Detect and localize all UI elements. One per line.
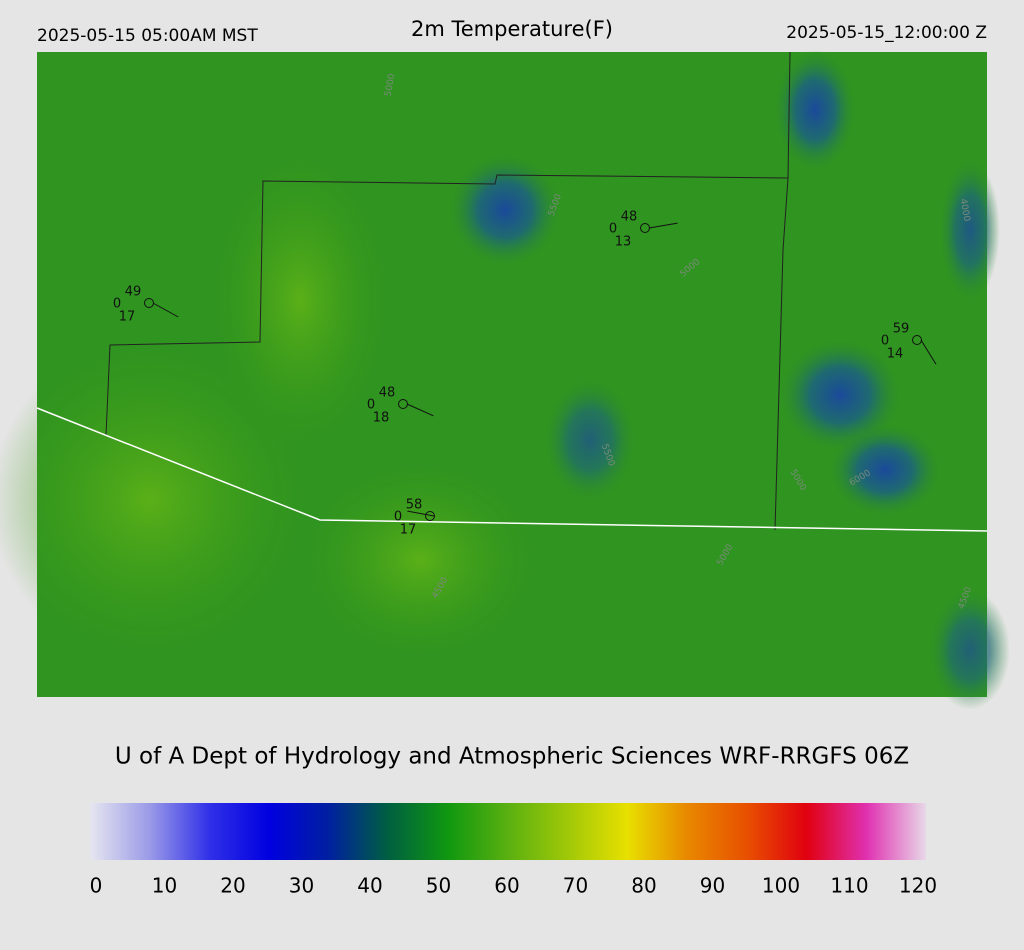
- cloud-cover: 0: [881, 334, 889, 349]
- warm-area: [210, 150, 390, 450]
- warm-area: [0, 340, 310, 660]
- dewpoint: 18: [373, 411, 390, 426]
- cloud-cover: 0: [394, 510, 402, 525]
- colorbar-tick-label: 60: [494, 874, 519, 898]
- cold-area: [940, 160, 1000, 300]
- dewpoint: 14: [887, 347, 904, 362]
- cold-area: [545, 380, 635, 500]
- temperature: 59: [893, 322, 910, 337]
- county-border: [774, 177, 789, 531]
- colorbar-tick-label: 30: [289, 874, 314, 898]
- dewpoint: 17: [119, 310, 136, 325]
- map-title: 2m Temperature(F): [411, 17, 613, 41]
- dewpoint: 13: [615, 235, 632, 250]
- colorbar-tick-label: 40: [357, 874, 382, 898]
- wind-barb: [152, 302, 179, 318]
- colorbar-tick-label: 100: [762, 874, 800, 898]
- colorbar-tick-label: 80: [631, 874, 656, 898]
- map-area: [0, 50, 1010, 710]
- wind-barb: [920, 339, 937, 365]
- contour-label: 5000: [384, 73, 398, 98]
- footer-credit: U of A Dept of Hydrology and Atmospheric…: [115, 744, 909, 770]
- station-circle: [425, 511, 435, 521]
- dewpoint: 17: [400, 523, 417, 538]
- wind-barb: [406, 403, 434, 417]
- cold-area: [830, 425, 940, 515]
- cold-area: [780, 340, 900, 450]
- colorbar-tick-label: 10: [152, 874, 177, 898]
- colorbar: [90, 803, 926, 860]
- cold-area: [930, 590, 1010, 710]
- wind-barb: [648, 222, 678, 229]
- wind-barb: [407, 510, 435, 517]
- county-border: [105, 51, 791, 436]
- colorbar-tick-label: 50: [426, 874, 451, 898]
- state-border: [36, 407, 988, 532]
- valid-time-utc: 2025-05-15_12:00:00 Z: [786, 23, 987, 43]
- colorbar-tick-label: 0: [90, 874, 103, 898]
- cold-area: [775, 50, 855, 170]
- contour-label: 4000: [958, 198, 972, 223]
- cloud-cover: 0: [367, 398, 375, 413]
- valid-time-local: 2025-05-15 05:00AM MST: [37, 26, 258, 46]
- cloud-cover: 0: [113, 297, 121, 312]
- colorbar-tick-label: 90: [700, 874, 725, 898]
- cloud-cover: 0: [609, 222, 617, 237]
- colorbar-tick-label: 120: [899, 874, 937, 898]
- temperature: 58: [406, 498, 423, 513]
- temperature: 49: [125, 285, 142, 300]
- cold-area: [450, 155, 560, 265]
- colorbar-tick-label: 20: [220, 874, 245, 898]
- temperature: 48: [621, 210, 638, 225]
- colorbar-tick-label: 70: [563, 874, 588, 898]
- temperature: 48: [379, 386, 396, 401]
- warm-area: [300, 460, 540, 660]
- colorbar-tick-label: 110: [830, 874, 868, 898]
